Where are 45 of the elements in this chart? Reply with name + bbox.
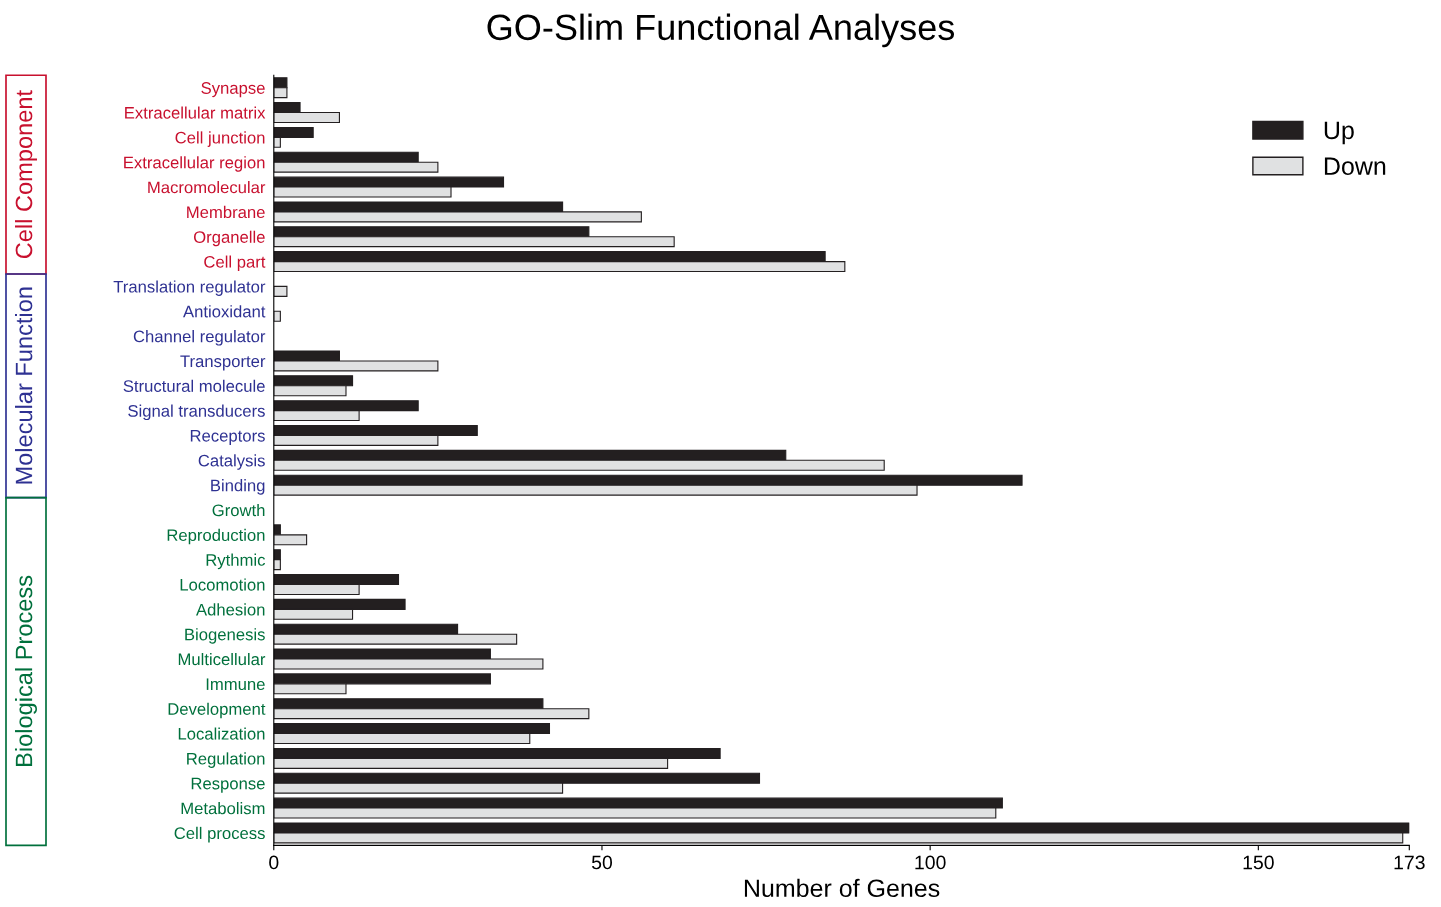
y-tick-label: Antioxidant [183, 305, 266, 318]
x-tick-label: 50 [591, 855, 613, 870]
y-tick-label: Structural molecule [123, 379, 265, 392]
y-tick-label: Cell part [204, 255, 266, 272]
y-tick-label: Immune [206, 678, 265, 691]
x-tick-label: 0 [269, 855, 279, 870]
y-tick-label: Growth [212, 503, 265, 517]
bar [273, 310, 281, 322]
y-tick-label: Biogenesis [185, 628, 265, 644]
y-tick-label: Membrane [187, 205, 265, 219]
legend-label: Up [1324, 121, 1354, 145]
bar [273, 285, 288, 297]
y-tick-label: Metabolism [181, 802, 265, 815]
chart-title: GO-Slim Functional Analyses [487, 13, 955, 48]
y-tick-label: Cell process [174, 826, 265, 843]
y-tick-label: Catalysis [198, 454, 265, 470]
y-tick-label: Extracellular region [124, 156, 265, 172]
y-tick-label: Adhesion [196, 603, 265, 616]
y-tick-label: Development [168, 702, 266, 719]
y-tick-label: Localization [178, 727, 265, 740]
y-tick-label: Signal transducers [128, 404, 265, 421]
y-tick-label: Translation regulator [113, 280, 266, 296]
y-tick-label: Cell junction [175, 131, 265, 147]
x-axis-title: Number of Genes [744, 878, 940, 898]
text: Biological Process [15, 575, 37, 766]
y-tick-label: Channel regulator [133, 330, 266, 346]
y-tick-label: Organelle [193, 230, 265, 247]
y-tick-label: Macromolecular [148, 181, 266, 194]
x-tick-label: 100 [915, 855, 946, 870]
text: Molecular Function [15, 287, 33, 484]
x-tick-label: 150 [1243, 855, 1274, 870]
legend-label: Down [1324, 157, 1386, 176]
y-tick-label: Transporter [180, 355, 266, 371]
y-tick-label: Synapse [201, 82, 265, 98]
y-tick-label: Receptors [190, 430, 265, 445]
y-tick-label: Rythmic [206, 553, 266, 570]
text: Cell Component [15, 90, 37, 259]
y-tick-label: Reproduction [167, 528, 265, 545]
y-tick-label: Response [191, 777, 265, 793]
x-tick-label: 173 [1394, 855, 1425, 870]
y-tick-label: Multicellular [178, 652, 266, 666]
y-tick-label: Regulation [187, 752, 265, 768]
y-tick-label: Locomotion [180, 578, 265, 591]
y-tick-label: Extracellular matrix [125, 106, 266, 119]
y-tick-label: Binding [211, 479, 265, 495]
